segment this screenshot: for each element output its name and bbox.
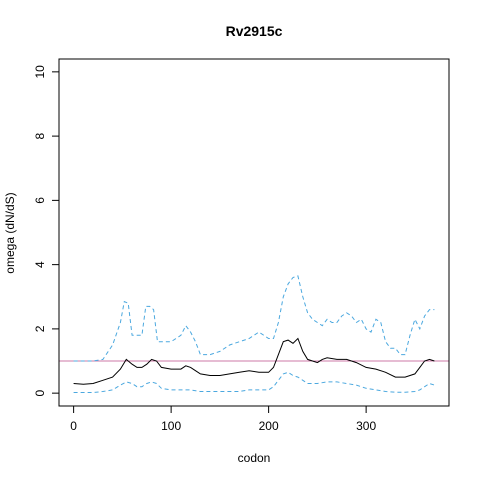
y-tick-label: 0	[33, 389, 47, 396]
plot-frame	[58, 58, 450, 407]
y-tick-label: 6	[33, 197, 47, 204]
y-axis: 0 2 4 6 8 10	[33, 65, 59, 396]
x-tick-label: 200	[259, 419, 279, 433]
y-axis-label: omega (dN/dS)	[3, 192, 17, 273]
y-tick-label: 4	[33, 261, 47, 268]
x-tick-label: 300	[356, 419, 376, 433]
x-tick-label: 0	[70, 419, 77, 433]
x-tick-label: 100	[161, 419, 181, 433]
lower-bound-line	[73, 371, 435, 393]
omega-estimate-line	[73, 337, 435, 385]
y-tick-label: 2	[33, 325, 47, 332]
y-tick-label: 10	[33, 65, 47, 79]
x-axis-label: codon	[238, 451, 271, 465]
y-tick-label: 8	[33, 132, 47, 139]
upper-bound-line	[73, 275, 435, 362]
x-axis: 0 100 200 300	[70, 406, 376, 433]
chart-title: Rv2915c	[226, 23, 283, 39]
series-group	[73, 275, 435, 393]
